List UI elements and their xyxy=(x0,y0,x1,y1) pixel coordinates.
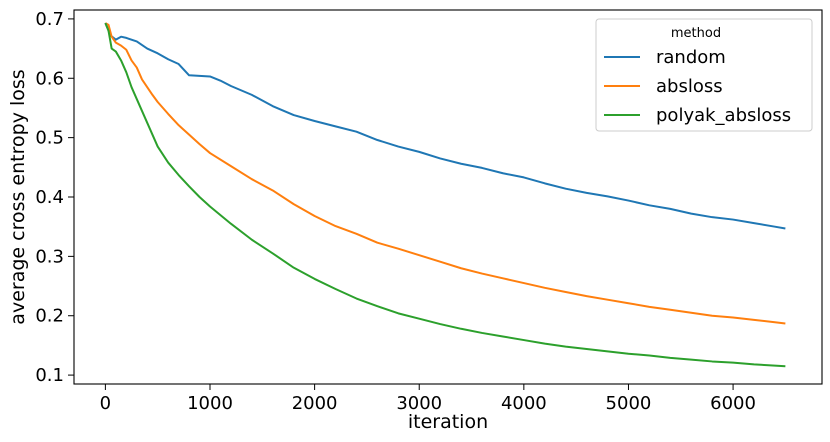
legend-label: polyak_absloss xyxy=(656,105,791,126)
legend-label: absloss xyxy=(656,76,723,97)
series-line-random xyxy=(104,22,786,230)
y-tick-label: 0.6 xyxy=(35,68,64,89)
x-axis-ticks: 0 1000 2000 3000 4000 5000 6000 xyxy=(100,384,756,414)
x-tick-label: 1000 xyxy=(187,393,233,414)
y-axis-ticks: 0.1 0.2 0.3 0.4 0.5 0.6 0.7 xyxy=(35,9,74,386)
lines-layer xyxy=(104,22,786,368)
x-tick-label: 5000 xyxy=(606,393,652,414)
y-tick-label: 0.5 xyxy=(35,128,64,149)
series-line-polyak-absloss xyxy=(104,22,786,368)
x-tick-label: 4000 xyxy=(501,393,547,414)
y-tick-label: 0.1 xyxy=(35,365,64,386)
x-tick-label: 6000 xyxy=(710,393,756,414)
legend-box xyxy=(595,18,813,132)
legend-title: method xyxy=(671,26,721,41)
x-tick-label: 0 xyxy=(100,393,111,414)
x-tick-label: 2000 xyxy=(292,393,338,414)
y-axis-label: average cross entropy loss xyxy=(7,69,29,324)
series-line-absloss xyxy=(104,22,786,325)
y-tick-label: 0.2 xyxy=(35,306,64,327)
x-axis-label: iteration xyxy=(408,411,488,433)
x-tick-label: 3000 xyxy=(396,393,442,414)
legend-label: random xyxy=(656,47,726,68)
y-tick-label: 0.4 xyxy=(35,187,64,208)
y-tick-label: 0.7 xyxy=(35,9,64,30)
legend: method random absloss polyak_absloss xyxy=(595,18,813,132)
y-tick-label: 0.3 xyxy=(35,246,64,267)
